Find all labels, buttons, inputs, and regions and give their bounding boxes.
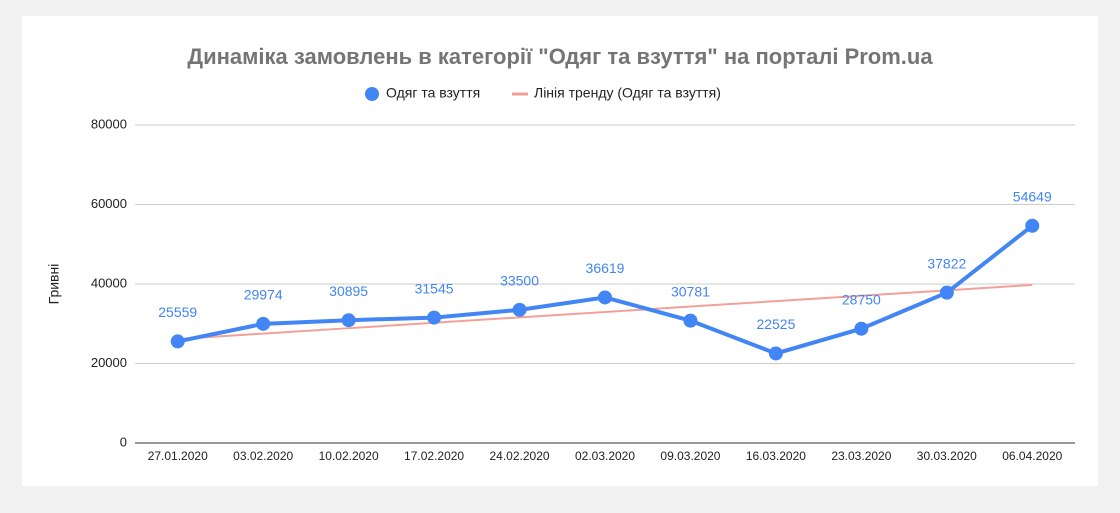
- x-tick-label: 16.03.2020: [746, 449, 806, 463]
- trend-line: [177, 283, 1033, 341]
- chart-card: [22, 16, 1098, 486]
- legend-label: Лінія тренду (Одяг та взуття): [534, 85, 721, 101]
- data-label: 31545: [415, 280, 454, 296]
- data-label: 33500: [500, 273, 539, 289]
- data-point: [939, 285, 954, 300]
- legend-label: Одяг та взуття: [386, 85, 480, 101]
- data-point: [683, 313, 698, 328]
- x-tick-label: 24.02.2020: [490, 449, 550, 463]
- y-tick-label: 0: [120, 434, 127, 449]
- x-tick-label: 23.03.2020: [831, 449, 891, 463]
- data-label: 54649: [1013, 188, 1052, 204]
- y-tick-label: 60000: [91, 196, 127, 211]
- x-tick-label: 09.03.2020: [660, 449, 720, 463]
- data-point: [170, 334, 185, 349]
- x-tick-label: 30.03.2020: [917, 449, 977, 463]
- x-tick-label: 06.04.2020: [1002, 449, 1062, 463]
- data-point: [512, 302, 527, 317]
- y-tick-label: 40000: [91, 275, 127, 290]
- data-label: 28750: [842, 291, 881, 307]
- data-point: [854, 321, 869, 336]
- x-tick-label: 27.01.2020: [148, 449, 208, 463]
- data-label: 37822: [927, 255, 966, 271]
- data-label: 25559: [158, 304, 197, 320]
- y-axis-title: Гривні: [46, 264, 62, 305]
- x-tick-label: 10.02.2020: [319, 449, 379, 463]
- data-label: 29974: [244, 287, 283, 303]
- y-tick-label: 80000: [91, 116, 127, 131]
- data-point: [256, 316, 271, 331]
- data-point: [427, 310, 442, 325]
- data-label: 30781: [671, 283, 710, 299]
- data-point: [341, 313, 356, 328]
- data-point: [768, 346, 783, 361]
- y-tick-label: 20000: [91, 355, 127, 370]
- data-point: [1025, 218, 1040, 233]
- data-label: 22525: [756, 316, 795, 332]
- x-tick-label: 02.03.2020: [575, 449, 635, 463]
- x-tick-label: 17.02.2020: [404, 449, 464, 463]
- data-label: 36619: [586, 260, 625, 276]
- chart-title: Динаміка замовлень в категорії "Одяг та …: [187, 44, 933, 69]
- data-label: 30895: [329, 283, 368, 299]
- x-tick-label: 03.02.2020: [233, 449, 293, 463]
- legend-marker: [365, 87, 379, 101]
- data-point: [598, 290, 612, 305]
